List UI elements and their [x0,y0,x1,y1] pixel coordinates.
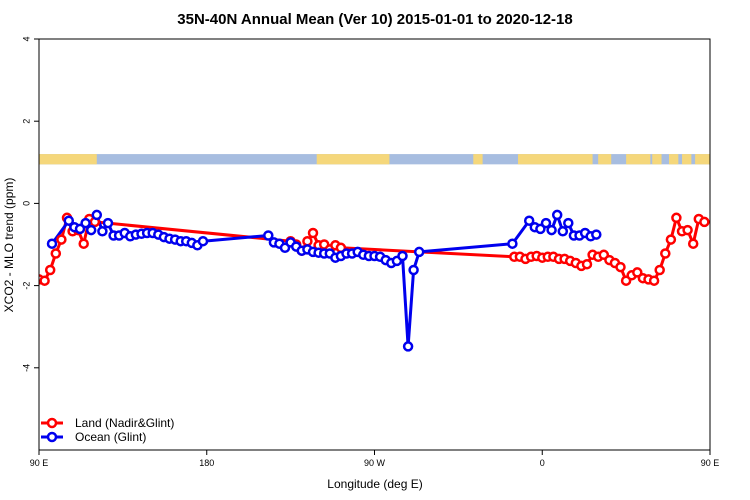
legend: Land (Nadir&Glint) Ocean (Glint) [41,416,174,444]
map-strip-land [652,154,662,165]
ocean-data-point [546,224,557,236]
land-data-point [307,227,319,239]
y-tick-label: -2 [21,282,31,290]
land-data-point [665,234,677,245]
plot-frame [38,38,711,451]
map-strip [39,154,750,165]
x-tick-label: 0 [540,458,545,468]
legend-land-label: Land (Nadir&Glint) [75,416,174,430]
ocean-data-point [80,217,91,229]
land-data-point [699,216,710,228]
map-strip-land [518,154,593,165]
legend-ocean-marker [46,431,58,443]
land-data-point [44,264,56,276]
land-data-point [615,261,626,273]
land-series-line [39,216,706,283]
map-strip-land [736,154,747,164]
y-tick-label: -4 [21,364,31,372]
land-data-point [50,248,62,259]
map-strip-land [668,154,679,165]
x-tick-label: 90 W [364,458,386,468]
axes: 90 E 180 90 W 0 90 E 4 2 0 -2 -4 [21,36,719,468]
map-strip-land [710,154,750,164]
land-data-point [660,248,671,259]
map-strip-land [682,154,692,165]
ocean-data-point [540,217,552,229]
series-layer [39,209,710,352]
ocean-data-point [91,209,103,221]
land-data-point [682,224,693,236]
land-data-point [654,264,665,276]
map-strip-land [316,154,390,165]
land-data-point [648,275,660,286]
land-data-point [302,235,313,247]
map-strip-land [598,154,612,165]
ocean-data-point [591,229,602,240]
ocean-data-point [46,238,58,249]
x-axis-label: Longitude (deg E) [327,477,422,491]
map-strip-land [65,154,81,165]
ocean-data-point [402,341,414,352]
ocean-data-point [263,230,274,241]
ocean-data-point [557,226,569,237]
ocean-data-point [397,250,408,262]
land-data-point [39,275,50,286]
ocean-data-point [563,217,574,229]
ocean-data-point [197,235,209,247]
y-axis-label: XCO2 - MLO trend (ppm) [2,178,16,313]
land-data-point [687,238,699,249]
ocean-data-point [85,224,97,236]
ocean-data-point [523,215,535,226]
land-data-point [581,258,593,270]
chart-title: 35N-40N Annual Mean (Ver 10) 2015-01-01 … [177,11,572,28]
y-tick-label: 4 [21,36,31,41]
map-strip-land [695,154,710,165]
y-tick-label: 0 [21,201,31,206]
ocean-data-point [413,246,425,258]
ocean-data-point [507,238,518,249]
legend-land-marker [46,417,58,429]
ocean-data-point [63,215,75,226]
y-tick-label: 2 [21,119,31,124]
map-strip-land [626,154,651,165]
land-data-point [671,212,682,224]
ocean-data-point [97,226,108,237]
land-data-point [56,234,67,245]
x-tick-label: 90 E [30,458,49,468]
land-data-point [78,238,89,249]
x-tick-label: 90 E [701,458,720,468]
ocean-data-point [551,209,563,221]
legend-ocean-label: Ocean (Glint) [75,430,146,444]
ocean-data-point [102,217,114,229]
x-tick-label: 180 [199,458,214,468]
map-strip-land [473,154,483,165]
ocean-data-point [408,264,419,276]
